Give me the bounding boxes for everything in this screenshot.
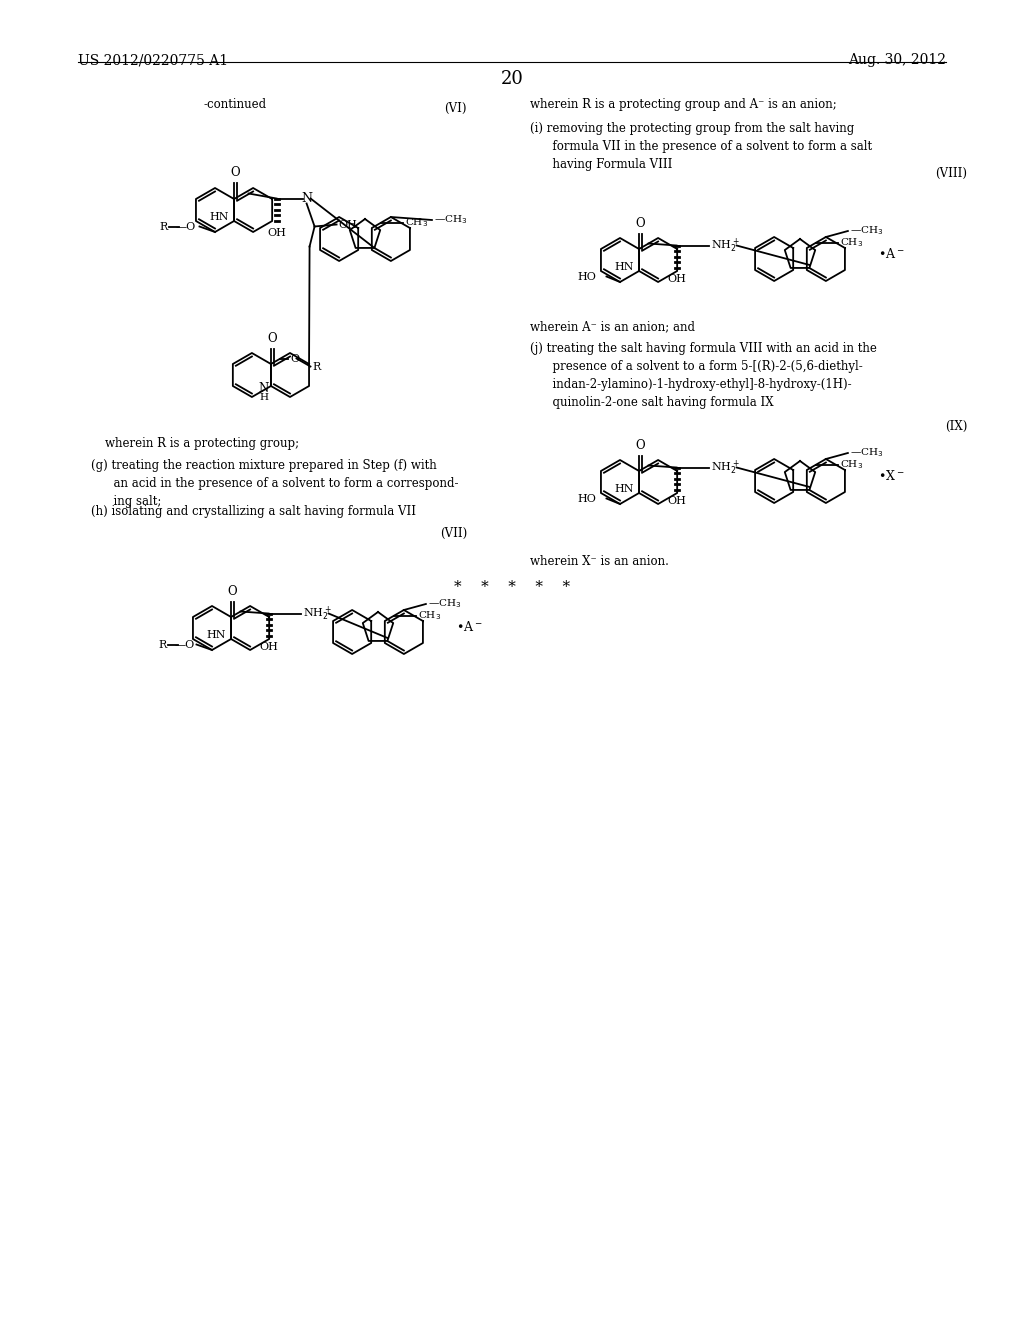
Text: Aug. 30, 2012: Aug. 30, 2012 — [848, 53, 946, 67]
Text: —O: —O — [175, 222, 196, 231]
Text: OH: OH — [668, 495, 686, 506]
Text: 20: 20 — [501, 70, 523, 88]
Text: H: H — [260, 393, 269, 403]
Text: OH: OH — [259, 642, 279, 652]
Text: HN: HN — [210, 213, 229, 222]
Text: O: O — [635, 440, 645, 451]
Text: —O: —O — [174, 639, 195, 649]
Text: -continued: -continued — [204, 98, 266, 111]
Text: •X$^-$: •X$^-$ — [878, 469, 904, 483]
Text: (j) treating the salt having formula VIII with an acid in the
      presence of : (j) treating the salt having formula VII… — [530, 342, 877, 409]
Text: CH$_3$: CH$_3$ — [841, 458, 863, 471]
Text: wherein R is a protecting group and A⁻ is an anion;: wherein R is a protecting group and A⁻ i… — [530, 98, 837, 111]
Text: R: R — [159, 639, 167, 649]
Text: OH: OH — [267, 227, 286, 238]
Text: HN: HN — [207, 630, 226, 640]
Text: *    *    *    *    *: * * * * * — [454, 579, 570, 594]
Text: CH$_3$: CH$_3$ — [406, 216, 428, 228]
Text: CH$_3$: CH$_3$ — [841, 236, 863, 249]
Text: NH$_2^+$: NH$_2^+$ — [711, 236, 739, 255]
Text: O: O — [635, 216, 645, 230]
Text: CH$_3$: CH$_3$ — [419, 609, 441, 622]
Text: N: N — [259, 381, 269, 395]
Text: R: R — [159, 222, 168, 231]
Text: O: O — [291, 354, 300, 363]
Text: HO: HO — [578, 494, 596, 503]
Text: wherein X⁻ is an anion.: wherein X⁻ is an anion. — [530, 554, 669, 568]
Text: HO: HO — [578, 272, 596, 281]
Text: HN: HN — [614, 261, 634, 272]
Text: OH: OH — [339, 219, 357, 230]
Text: —CH$_3$: —CH$_3$ — [850, 446, 884, 459]
Text: (VI): (VI) — [444, 102, 467, 115]
Text: wherein A⁻ is an anion; and: wherein A⁻ is an anion; and — [530, 319, 695, 333]
Text: •A$^-$: •A$^-$ — [878, 247, 904, 261]
Text: NH$_2^+$: NH$_2^+$ — [711, 458, 739, 477]
Text: O: O — [230, 166, 240, 180]
Text: (i) removing the protecting group from the salt having
      formula VII in the : (i) removing the protecting group from t… — [530, 121, 872, 172]
Text: O: O — [267, 333, 276, 345]
Text: —CH$_3$: —CH$_3$ — [434, 214, 467, 227]
Text: (h) isolating and crystallizing a salt having formula VII: (h) isolating and crystallizing a salt h… — [91, 506, 416, 517]
Text: NH$_2^+$: NH$_2^+$ — [302, 605, 331, 623]
Text: N: N — [301, 191, 312, 205]
Text: US 2012/0220775 A1: US 2012/0220775 A1 — [78, 53, 228, 67]
Text: HN: HN — [614, 484, 634, 494]
Text: —CH$_3$: —CH$_3$ — [428, 598, 462, 610]
Text: (g) treating the reaction mixture prepared in Step (f) with
      an acid in the: (g) treating the reaction mixture prepar… — [91, 459, 459, 508]
Text: (VII): (VII) — [439, 527, 467, 540]
Text: (IX): (IX) — [944, 420, 967, 433]
Text: (VIII): (VIII) — [935, 168, 967, 180]
Text: wherein R is a protecting group;: wherein R is a protecting group; — [105, 437, 299, 450]
Text: R: R — [312, 362, 321, 371]
Text: —CH$_3$: —CH$_3$ — [850, 224, 884, 238]
Text: O: O — [227, 585, 237, 598]
Text: •A$^-$: •A$^-$ — [456, 620, 482, 634]
Text: OH: OH — [668, 273, 686, 284]
